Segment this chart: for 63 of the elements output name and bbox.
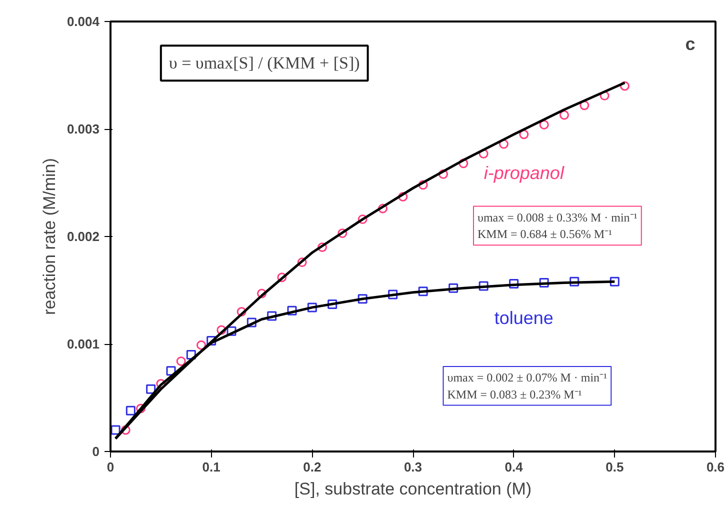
point [136, 404, 146, 414]
y-tick-label: 0.001 [66, 336, 100, 352]
point [539, 120, 549, 130]
x-tick-label: 0.4 [504, 460, 524, 474]
point [418, 180, 428, 190]
point [388, 290, 398, 300]
point [478, 281, 488, 291]
point [246, 318, 256, 328]
point [418, 286, 428, 296]
annotation: υ = υmax[S] / (KMM + [S]) [168, 54, 360, 73]
x-axis-title: [S], substrate concentration (M) [294, 480, 532, 498]
x-tick-label: 0.6 [706, 460, 725, 474]
point [277, 272, 287, 282]
annotation: c [685, 34, 696, 54]
point [287, 306, 297, 316]
series-label: i-propanol [484, 162, 565, 183]
point [519, 130, 529, 140]
point [236, 307, 246, 316]
y-tick-label: 0.002 [66, 229, 100, 244]
point [328, 299, 338, 309]
point [110, 425, 120, 435]
y-tick-label: 0.003 [66, 122, 100, 136]
annotation: υmax = 0.002 ± 0.07% M · min⁻¹ KMM = 0.083 ± 0.23% M⁻¹ [447, 370, 608, 402]
point [206, 336, 216, 346]
point [610, 276, 620, 286]
point [267, 311, 277, 321]
point [318, 242, 327, 252]
point [146, 384, 156, 394]
point [186, 350, 196, 360]
y-tick-label: 0 [92, 444, 100, 459]
point [570, 276, 580, 286]
point [307, 302, 317, 312]
point [257, 288, 266, 298]
point [196, 340, 206, 350]
x-tick-label: 0.1 [202, 460, 220, 474]
point [539, 278, 549, 288]
point [358, 294, 368, 304]
point [509, 279, 519, 289]
point [438, 169, 448, 179]
point [120, 425, 130, 435]
point [620, 81, 630, 91]
point [126, 406, 136, 416]
point [458, 158, 468, 168]
series-label: toluene [494, 308, 554, 328]
point [560, 110, 569, 120]
x-tick-label: 0.2 [303, 460, 322, 474]
point [226, 326, 236, 336]
point [297, 258, 307, 268]
point [338, 228, 348, 238]
x-tick-label: 0 [106, 460, 114, 474]
point [358, 214, 368, 224]
annotation: υmax = 0.008 ± 0.33% M · min⁻¹ KMM = 0.684 ± 0.56% M⁻¹ [478, 210, 638, 242]
y-tick-label: 0.004 [66, 14, 100, 29]
x-tick-label: 0.5 [606, 460, 624, 474]
point [378, 204, 388, 214]
point [448, 283, 458, 293]
point [398, 192, 408, 202]
point [580, 100, 590, 110]
point [499, 139, 508, 149]
x-tick-label: 0.3 [404, 460, 422, 474]
y-axis-title: reaction rate (M/min) [40, 158, 59, 315]
point [176, 356, 186, 366]
point [216, 325, 226, 335]
